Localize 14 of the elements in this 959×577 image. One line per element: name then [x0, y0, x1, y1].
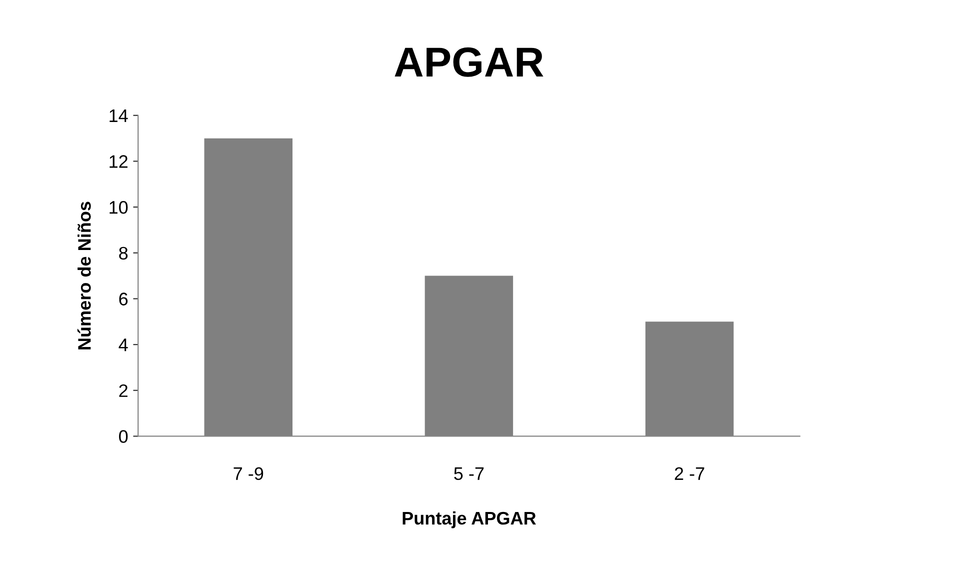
x-tick-label: 7 -9 [234, 467, 264, 480]
chart-title: APGAR [394, 47, 544, 77]
y-tick-label: 10 [110, 200, 128, 214]
y-axis-title: Número de Niños [77, 202, 91, 350]
x-tick-label: 2 -7 [674, 467, 704, 480]
y-tick-label: 12 [110, 155, 128, 168]
y-tick-label: 0 [119, 430, 128, 443]
y-tick-label: 6 [119, 292, 128, 306]
y-tick-label: 2 [119, 384, 128, 397]
y-tick-label: 14 [110, 110, 128, 122]
y-tick-label: 8 [119, 246, 128, 260]
x-axis-title: Puntaje APGAR [402, 511, 536, 528]
x-tick-label: 5 -7 [454, 467, 484, 480]
y-tick-label: 4 [118, 338, 128, 352]
